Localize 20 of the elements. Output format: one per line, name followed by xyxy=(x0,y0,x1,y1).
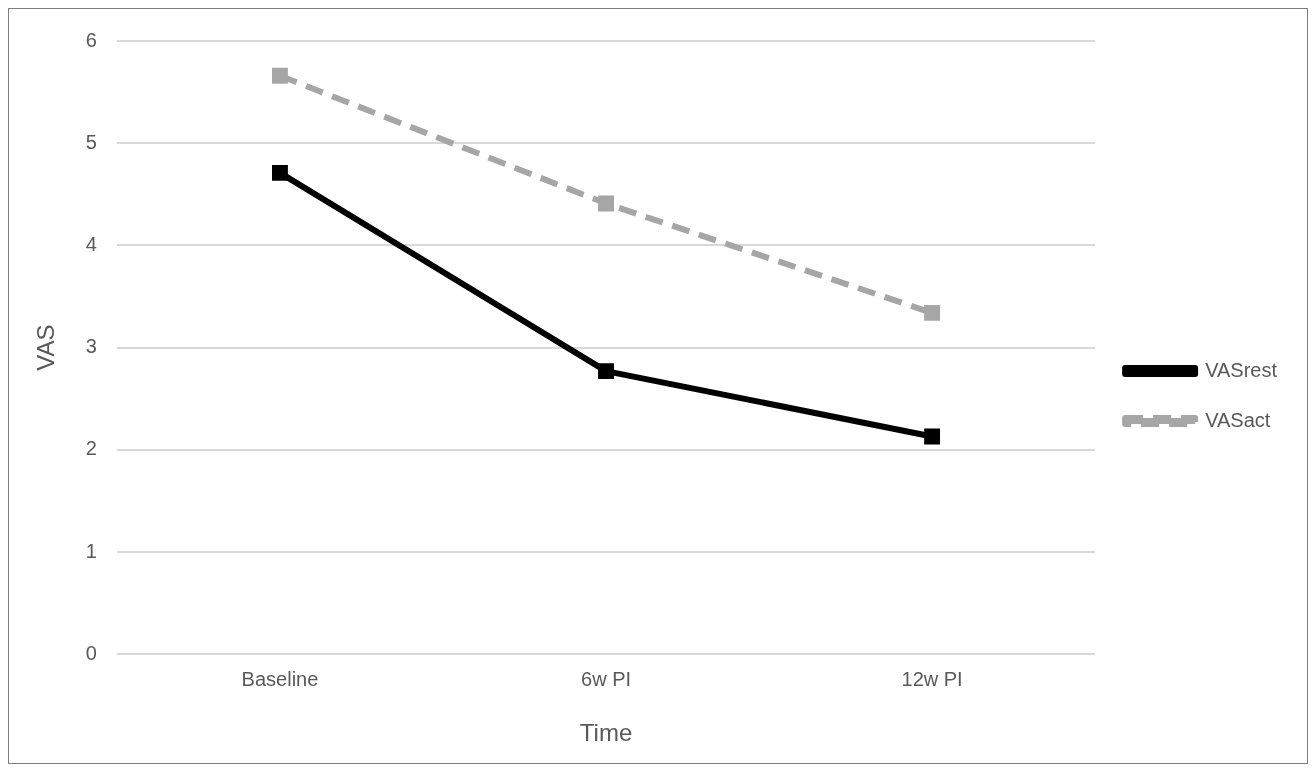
y-tick-label: 2 xyxy=(85,437,97,460)
point xyxy=(598,195,614,212)
y-axis-title: VAS xyxy=(32,324,60,371)
legend-label: VASrest xyxy=(1205,358,1278,381)
x-axis-title: Time xyxy=(579,719,633,747)
point xyxy=(272,164,288,181)
legend-label: VASact xyxy=(1205,408,1271,431)
y-tick-label: 1 xyxy=(85,539,97,562)
point xyxy=(598,363,614,380)
point xyxy=(272,67,288,84)
y-tick-label: 6 xyxy=(85,28,97,51)
point xyxy=(924,304,941,321)
y-tick-label: 4 xyxy=(85,232,97,255)
x-tick-label: 6w PI xyxy=(581,667,632,690)
x-tick-label: Baseline xyxy=(241,667,319,690)
point xyxy=(924,428,941,445)
y-tick-label: 5 xyxy=(85,130,97,153)
y-tick-label: 3 xyxy=(85,335,97,358)
y-tick-label: 0 xyxy=(85,641,97,664)
x-tick-label: 12w PI xyxy=(901,667,963,690)
